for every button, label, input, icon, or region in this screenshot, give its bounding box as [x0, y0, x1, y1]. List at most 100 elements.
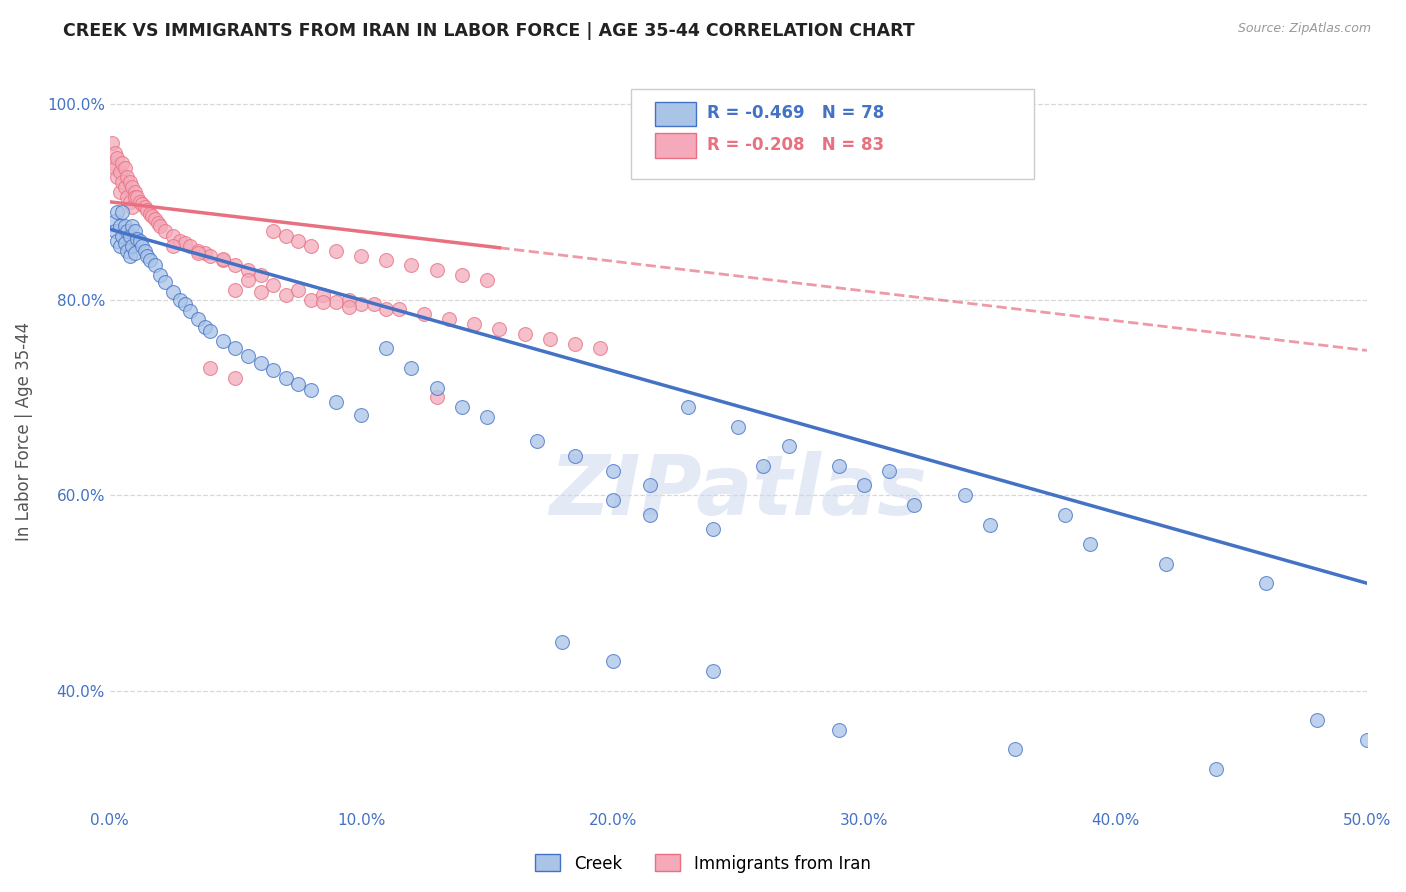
Point	[129, 194, 152, 209]
Point	[262, 277, 284, 292]
FancyBboxPatch shape	[631, 89, 1033, 179]
Text: R = -0.469   N = 78: R = -0.469 N = 78	[707, 104, 884, 122]
Point	[194, 320, 217, 334]
Point	[488, 322, 510, 336]
Point	[401, 259, 423, 273]
Point	[104, 145, 127, 160]
Point	[752, 458, 775, 473]
Point	[640, 478, 662, 492]
Point	[139, 253, 162, 268]
Point	[212, 334, 235, 348]
Point	[124, 190, 146, 204]
Point	[426, 390, 449, 404]
Point	[117, 170, 139, 185]
Point	[828, 458, 851, 473]
Point	[101, 136, 124, 150]
Point	[877, 464, 900, 478]
Point	[114, 180, 136, 194]
Point	[299, 293, 322, 307]
FancyBboxPatch shape	[655, 102, 696, 126]
Point	[141, 210, 163, 224]
Point	[162, 229, 184, 244]
Point	[169, 234, 191, 248]
Point	[287, 234, 309, 248]
Point	[118, 194, 141, 209]
Point	[1078, 537, 1101, 551]
Point	[129, 234, 152, 248]
Point	[101, 155, 124, 169]
Point	[249, 268, 271, 282]
Point	[187, 245, 209, 260]
Point	[143, 212, 166, 227]
Point	[117, 244, 139, 258]
Point	[1004, 742, 1026, 756]
Point	[538, 332, 561, 346]
Point	[274, 229, 297, 244]
Point	[778, 439, 800, 453]
Point	[136, 202, 159, 217]
Text: Source: ZipAtlas.com: Source: ZipAtlas.com	[1237, 22, 1371, 36]
Point	[224, 371, 246, 385]
Point	[350, 408, 373, 422]
Point	[105, 204, 128, 219]
Point	[236, 263, 259, 277]
Point	[450, 268, 472, 282]
Point	[104, 214, 127, 228]
Point	[118, 175, 141, 189]
Point	[162, 285, 184, 299]
Point	[375, 253, 398, 268]
Point	[437, 312, 460, 326]
Point	[1256, 576, 1278, 591]
Point	[702, 664, 724, 678]
Point	[108, 185, 131, 199]
Point	[463, 317, 485, 331]
Point	[702, 522, 724, 536]
Point	[475, 273, 498, 287]
Point	[127, 232, 149, 246]
Point	[337, 301, 360, 315]
Point	[105, 151, 128, 165]
Point	[153, 224, 176, 238]
Point	[1355, 732, 1378, 747]
Point	[426, 381, 449, 395]
Point	[108, 239, 131, 253]
Point	[287, 283, 309, 297]
Point	[179, 239, 201, 253]
Point	[312, 294, 335, 309]
Point	[236, 273, 259, 287]
Text: ZIPatlas: ZIPatlas	[550, 451, 927, 533]
Point	[1205, 762, 1227, 776]
Point	[111, 204, 134, 219]
Point	[117, 190, 139, 204]
Point	[124, 224, 146, 238]
Point	[513, 326, 536, 341]
Point	[114, 219, 136, 234]
Point	[162, 239, 184, 253]
Point	[149, 219, 172, 234]
Point	[602, 464, 624, 478]
Point	[401, 361, 423, 376]
Point	[187, 244, 209, 258]
Point	[136, 249, 159, 263]
Point	[139, 206, 162, 220]
Point	[118, 249, 141, 263]
Point	[146, 216, 169, 230]
Point	[676, 400, 699, 414]
Point	[287, 376, 309, 391]
Point	[224, 342, 246, 356]
Point	[149, 268, 172, 282]
FancyBboxPatch shape	[655, 134, 696, 158]
Point	[121, 200, 143, 214]
Point	[124, 185, 146, 199]
Point	[325, 244, 347, 258]
Point	[131, 196, 153, 211]
Point	[187, 312, 209, 326]
Point	[121, 180, 143, 194]
Point	[174, 297, 197, 311]
Point	[375, 302, 398, 317]
Point	[564, 336, 586, 351]
Point	[143, 259, 166, 273]
Point	[111, 175, 134, 189]
Point	[589, 342, 612, 356]
Point	[121, 219, 143, 234]
